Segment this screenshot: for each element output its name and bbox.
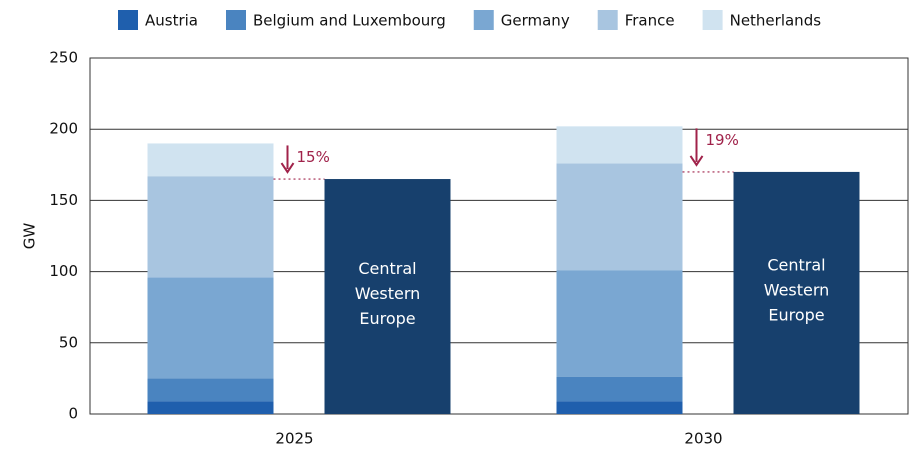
y-tick-label: 200 [49, 120, 78, 138]
bar-label: Western [355, 284, 421, 303]
y-tick-label: 250 [49, 49, 78, 67]
y-tick-label: 150 [49, 191, 78, 209]
bar-segment [147, 378, 274, 402]
legend-label: Germany [501, 12, 570, 30]
bar-segment [147, 176, 274, 278]
legend-swatch [473, 10, 494, 30]
bar-segment [147, 143, 274, 177]
bar-segment [147, 277, 274, 379]
legend-swatch [118, 10, 138, 30]
bar-segment [556, 401, 683, 414]
legend-label: Netherlands [730, 12, 822, 30]
arrow-head [689, 155, 704, 167]
x-tick-label: 2025 [275, 430, 313, 448]
y-tick-label: 0 [68, 405, 78, 423]
bar-label: Central [767, 255, 825, 274]
x-tick-label: 2030 [684, 430, 722, 448]
legend-label: France [625, 12, 675, 30]
comparison-bar [324, 179, 451, 414]
bar-label: Europe [359, 309, 415, 328]
bar-label: Europe [768, 305, 824, 324]
arrow-head [280, 162, 295, 174]
comparison-bar [733, 171, 860, 414]
bar-segment [556, 376, 683, 402]
legend-label: Austria [145, 12, 198, 30]
legend-swatch [702, 10, 723, 30]
y-tick-label: 100 [49, 262, 78, 280]
annotation: 19% [706, 131, 739, 149]
plot-frame [89, 57, 909, 415]
bar-label: Western [764, 280, 830, 299]
bar-segment [556, 163, 683, 271]
annotation: 15% [297, 148, 330, 166]
legend-swatch [597, 10, 618, 30]
y-axis-label: GW [21, 223, 39, 250]
bar-segment [147, 401, 274, 414]
bar-segment [556, 270, 683, 377]
bar-label: Central [358, 259, 416, 278]
bar-segment [556, 126, 683, 164]
legend-label: Belgium and Luxembourg [253, 12, 446, 30]
legend-swatch [226, 10, 246, 30]
y-tick-label: 50 [59, 333, 78, 351]
